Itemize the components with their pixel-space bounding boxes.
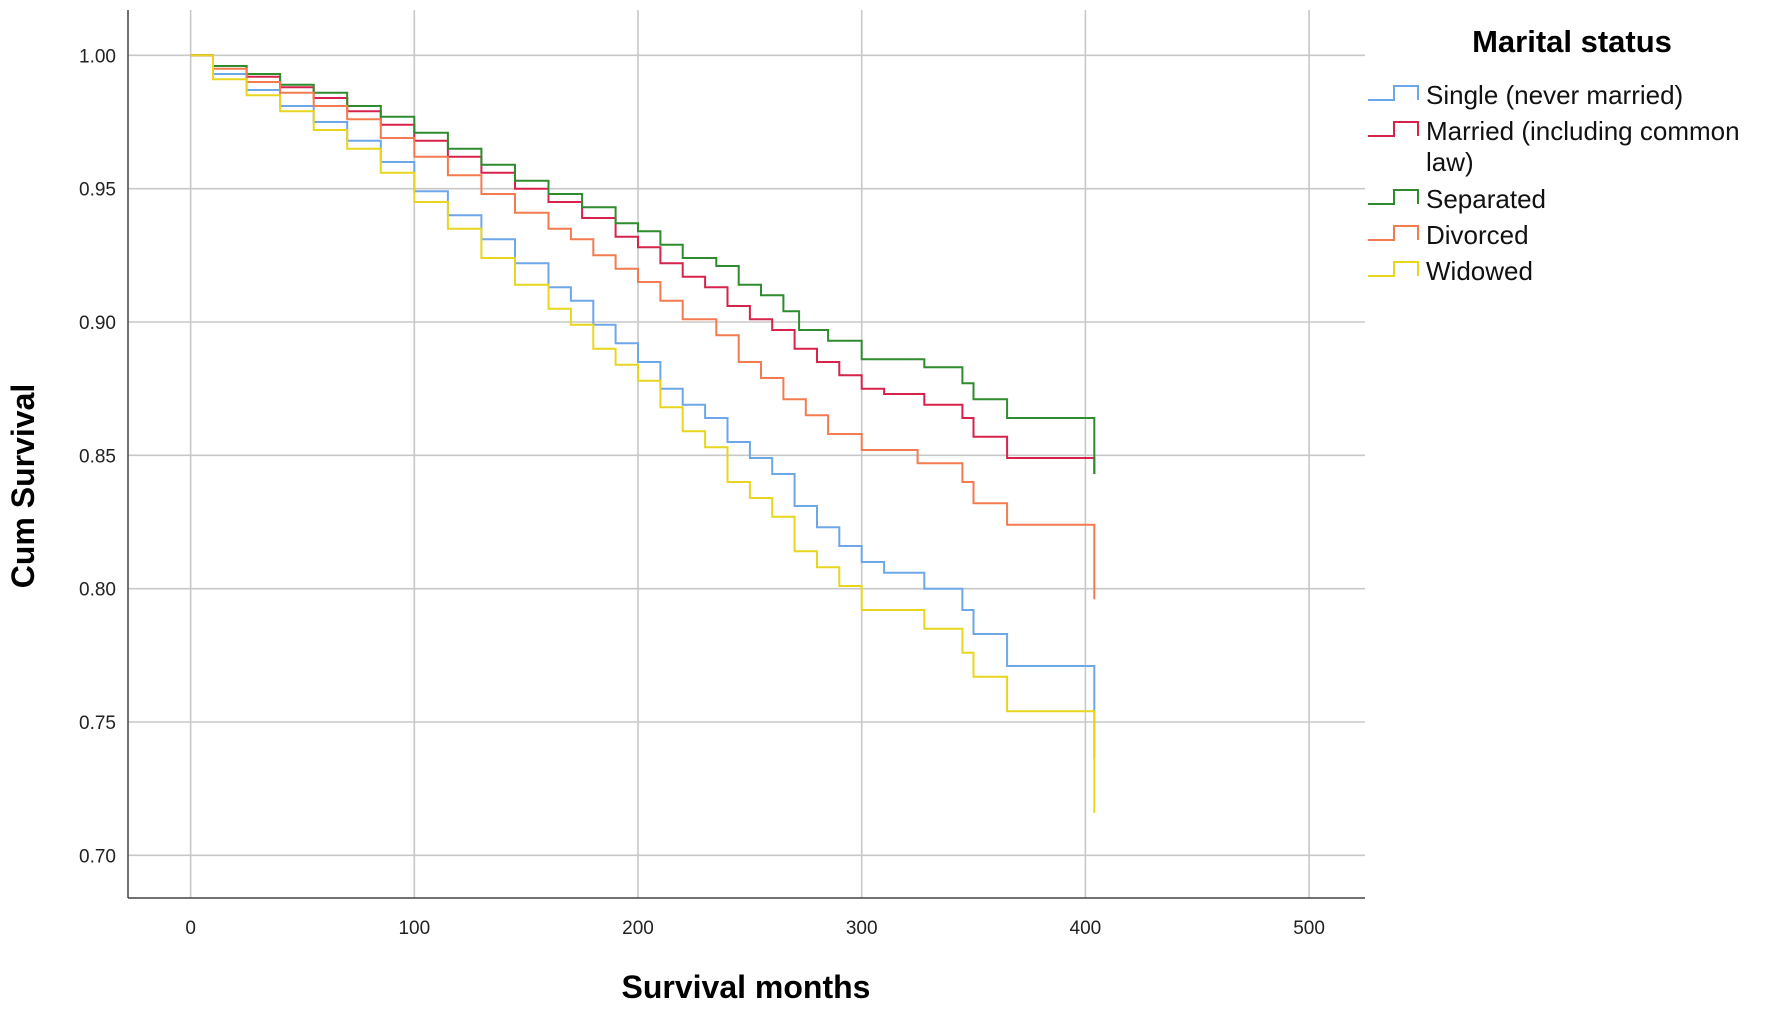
legend-entries: Single (never married) Married (including… <box>1368 80 1740 286</box>
legend-swatch <box>1368 261 1419 277</box>
x-tick-label: 100 <box>398 918 430 939</box>
y-tick-label: 0.90 <box>79 313 116 334</box>
legend-swatch <box>1368 85 1419 101</box>
y-tick-label: 0.70 <box>79 846 116 867</box>
tick-labels: 0.70 0.75 0.80 0.85 0.90 0.95 1.00 0 100 200 300 40… <box>79 46 1325 939</box>
legend-label: Single (never married) <box>1426 80 1683 110</box>
legend-title: Marital status <box>1472 24 1672 59</box>
legend-label: Widowed <box>1426 256 1533 286</box>
axes <box>127 10 1365 899</box>
x-tick-label: 0 <box>185 918 196 939</box>
y-tick-label: 0.80 <box>79 580 116 601</box>
series-line-2 <box>190 54 1096 474</box>
legend-swatch <box>1368 189 1419 205</box>
x-axis-title: Survival months <box>622 969 871 1005</box>
legend-entry-2: Separated <box>1368 184 1546 214</box>
y-axis-title: Cum Survival <box>5 384 41 589</box>
legend: Marital status Single (never married) Mar… <box>1368 24 1740 286</box>
legend-swatch <box>1368 225 1419 241</box>
legend-swatch <box>1368 121 1419 137</box>
series-line-4 <box>190 54 1096 813</box>
legend-label: law) <box>1426 147 1474 177</box>
x-tick-label: 400 <box>1070 918 1102 939</box>
legend-label: Divorced <box>1426 220 1529 250</box>
series-lines <box>190 54 1096 813</box>
y-tick-label: 0.95 <box>79 180 116 201</box>
legend-label: Married (including common <box>1426 116 1740 146</box>
x-tick-label: 300 <box>846 918 878 939</box>
series-line-3 <box>190 54 1096 600</box>
y-tick-label: 0.75 <box>79 713 116 734</box>
series-line-1 <box>190 54 1096 474</box>
legend-entry-4: Widowed <box>1368 256 1533 286</box>
legend-entry-0: Single (never married) <box>1368 80 1683 110</box>
y-tick-label: 0.85 <box>79 446 116 467</box>
x-tick-label: 200 <box>622 918 654 939</box>
x-tick-label: 500 <box>1293 918 1325 939</box>
legend-label: Separated <box>1426 184 1546 214</box>
series-line-0 <box>190 54 1096 757</box>
grid-lines <box>128 10 1365 898</box>
y-tick-label: 1.00 <box>79 46 116 67</box>
legend-entry-3: Divorced <box>1368 220 1529 250</box>
